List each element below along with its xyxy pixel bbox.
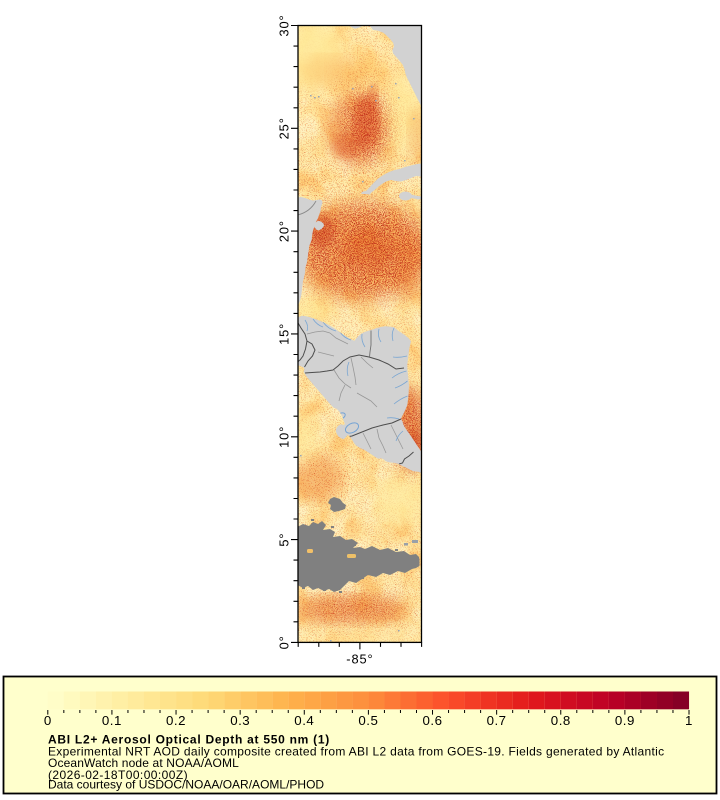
svg-text:1: 1 [685, 713, 693, 728]
svg-text:0.5: 0.5 [358, 713, 378, 728]
svg-text:-85°: -85° [346, 651, 373, 666]
svg-text:20°: 20° [277, 220, 292, 242]
svg-text:5°: 5° [277, 533, 292, 547]
svg-text:0.2: 0.2 [166, 713, 186, 728]
svg-text:Experimental NRT AOD daily com: Experimental NRT AOD daily composite cre… [48, 745, 664, 759]
svg-text:10°: 10° [277, 426, 292, 448]
svg-text:0.4: 0.4 [294, 713, 314, 728]
svg-text:(2026-02-18T00:00:00Z): (2026-02-18T00:00:00Z) [48, 768, 188, 782]
svg-text:0.1: 0.1 [102, 713, 122, 728]
svg-text:0.9: 0.9 [615, 713, 635, 728]
svg-text:15°: 15° [277, 323, 292, 345]
svg-text:0.7: 0.7 [487, 713, 507, 728]
svg-text:0.6: 0.6 [423, 713, 443, 728]
svg-text:25°: 25° [277, 117, 292, 139]
svg-text:0: 0 [44, 713, 52, 728]
svg-text:Data courtesy of USDOC/NOAA/OA: Data courtesy of USDOC/NOAA/OAR/AOML/PHO… [48, 778, 324, 792]
svg-text:0.3: 0.3 [230, 713, 250, 728]
svg-text:0°: 0° [277, 635, 292, 649]
svg-text:ABI L2+ Aerosol Optical Depth: ABI L2+ Aerosol Optical Depth at 550 nm … [48, 732, 330, 746]
svg-text:30°: 30° [277, 14, 292, 36]
svg-text:OceanWatch node at NOAA/AOML: OceanWatch node at NOAA/AOML [48, 756, 239, 770]
svg-text:0.8: 0.8 [551, 713, 571, 728]
